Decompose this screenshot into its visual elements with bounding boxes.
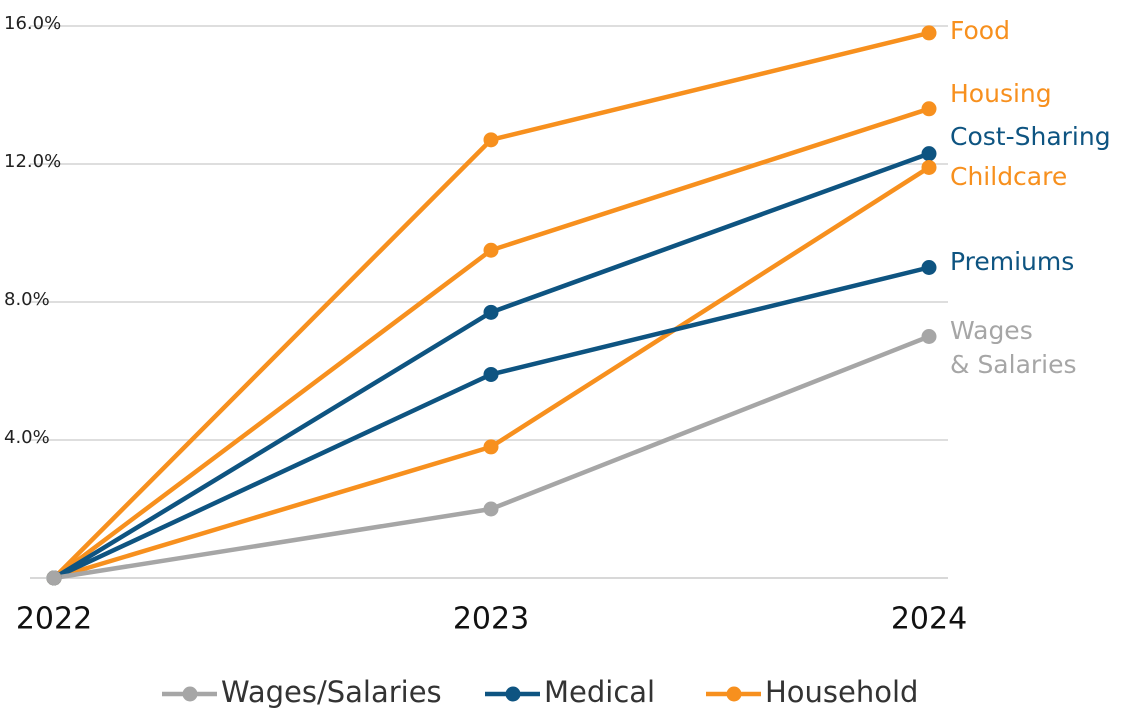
point xyxy=(921,159,937,175)
point xyxy=(483,501,499,517)
point xyxy=(921,25,937,41)
point xyxy=(483,304,499,320)
point xyxy=(921,101,937,117)
series-label: Cost-Sharing xyxy=(950,122,1111,151)
series-label: Premiums xyxy=(950,247,1074,276)
series-label: Wages xyxy=(950,316,1033,345)
y-tick-label: 12.0% xyxy=(4,151,61,172)
x-tick-label: 2024 xyxy=(891,602,967,637)
legend-swatch-dot xyxy=(505,686,521,702)
series-label: & Salaries xyxy=(950,350,1077,379)
point xyxy=(921,260,937,275)
point xyxy=(921,146,937,162)
legend-label: Household xyxy=(765,675,918,709)
series-label: Food xyxy=(950,16,1010,45)
point xyxy=(483,439,499,455)
x-tick-label: 2022 xyxy=(16,602,92,637)
y-tick-label: 8.0% xyxy=(4,289,50,310)
x-tick-label: 2023 xyxy=(453,602,529,637)
series-label: Childcare xyxy=(950,162,1067,191)
point xyxy=(921,329,937,344)
legend-swatch-dot xyxy=(182,686,198,702)
y-tick-label: 16.0% xyxy=(4,13,61,34)
point xyxy=(483,242,499,258)
point xyxy=(483,366,499,382)
point xyxy=(483,132,499,148)
legend-label: Medical xyxy=(544,675,655,709)
y-tick-label: 4.0% xyxy=(4,427,50,448)
legend-swatch-dot xyxy=(726,686,742,702)
legend-label: Wages/Salaries xyxy=(221,675,442,709)
point xyxy=(46,570,62,586)
series-label: Housing xyxy=(950,79,1052,108)
